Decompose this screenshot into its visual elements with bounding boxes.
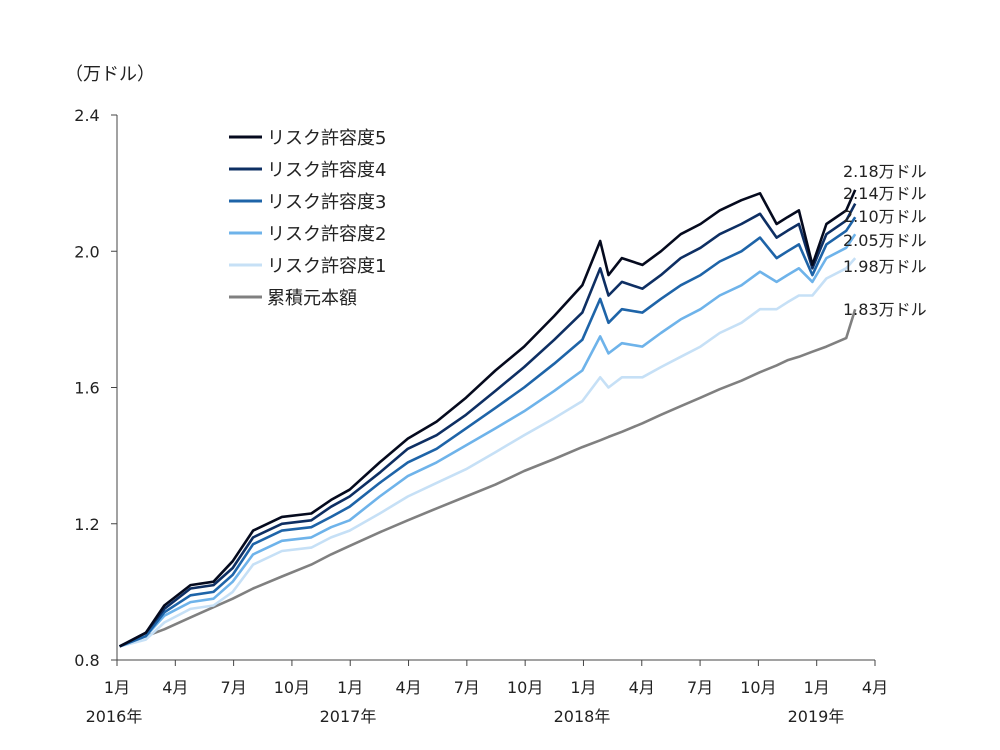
x-tick-label: 4月 [162,678,188,697]
x-tick-label: 4月 [862,678,888,697]
series-end-label: 2.18万ドル [843,162,927,181]
series-end-label: 2.05万ドル [843,231,927,250]
legend-label: リスク許容度3 [267,192,386,213]
year-label: 2016年 [86,707,143,726]
legend-label: 累積元本額 [267,288,357,309]
y-tick-label: 2.4 [74,106,99,125]
x-tick-label: 1月 [570,678,596,697]
y-unit-label: （万ドル） [65,64,155,85]
x-tick-label: 1月 [804,678,830,697]
x-tick-label: 1月 [337,678,363,697]
series-line [119,308,857,648]
year-label: 2019年 [788,707,845,726]
series-end-label: 2.10万ドル [843,207,927,226]
legend-label: リスク許容度4 [267,160,386,181]
legend: リスク許容度5 リスク許容度4 リスク許容度3 リスク許容度2 リスク許容度1 累積元本額 [229,128,386,309]
y-tick-label: 0.8 [74,651,99,670]
y-tick-label: 1.2 [74,515,99,534]
y-tick-label: 1.6 [74,379,99,398]
axes: 0.8 1.2 1.6 2.0 2.4 1月 4月 7月 10月 1月 4月 7月 10月 1月 4月 7月 1… [74,106,888,726]
x-tick-label: 4月 [395,678,421,697]
series-line [119,202,857,648]
x-tick-label: 1月 [104,678,130,697]
legend-label: リスク許容度2 [267,224,386,245]
series-end-label: 2.14万ドル [843,184,927,203]
legend-label: リスク許容度1 [267,256,386,277]
series-lines [119,189,857,648]
x-tick-label: 4月 [629,678,655,697]
end-labels: 2.18万ドル 2.14万ドル 2.10万ドル 2.05万ドル 1.98万ドル 1.83万… [843,162,927,319]
series-line [119,257,857,648]
x-tick-label: 10月 [274,678,310,697]
x-tick-label: 7月 [687,678,713,697]
series-line [119,216,857,648]
year-label: 2018年 [554,707,611,726]
x-tick-label: 7月 [221,678,247,697]
series-line [119,233,857,648]
series-line [119,189,857,648]
y-tick-label: 2.0 [74,242,99,261]
series-end-label: 1.83万ドル [843,300,927,319]
year-label: 2017年 [320,707,377,726]
x-tick-label: 10月 [507,678,543,697]
x-tick-label: 7月 [454,678,480,697]
x-tick-label: 10月 [740,678,776,697]
legend-label: リスク許容度5 [267,128,386,149]
series-end-label: 1.98万ドル [843,257,927,276]
